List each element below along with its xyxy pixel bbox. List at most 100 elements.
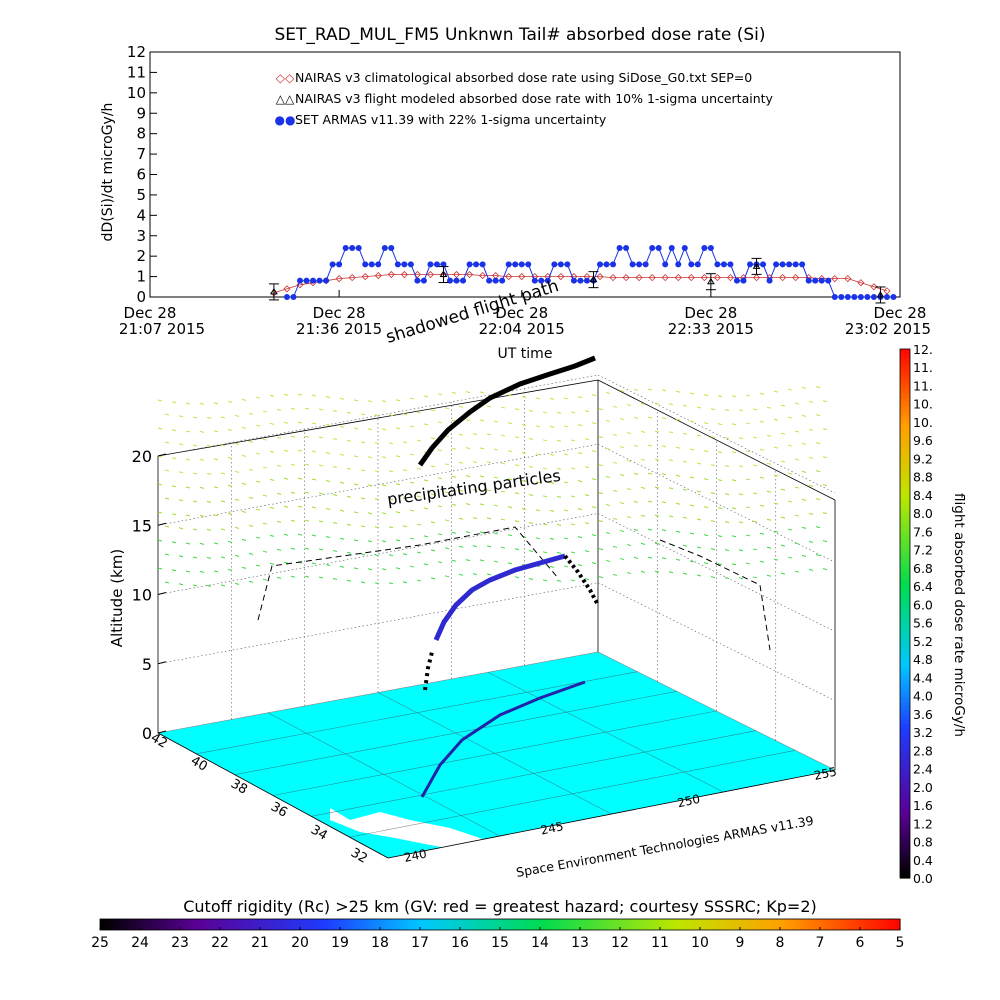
particle-tick bbox=[325, 563, 331, 566]
rigidity-cell bbox=[380, 919, 385, 930]
particle-tick bbox=[570, 495, 576, 498]
particle-tick bbox=[647, 528, 653, 531]
particle-tick bbox=[157, 539, 163, 542]
colorbar-cell bbox=[900, 829, 910, 835]
particle-tick bbox=[269, 562, 275, 565]
particle-tick bbox=[451, 531, 457, 534]
particle-tick bbox=[640, 430, 646, 433]
particle-tick bbox=[402, 553, 408, 556]
particle-tick bbox=[605, 475, 611, 478]
climatological-point bbox=[374, 271, 382, 280]
particle-tick bbox=[360, 525, 366, 528]
climatological-point bbox=[752, 274, 761, 282]
particle-tick bbox=[458, 489, 464, 492]
particle-tick bbox=[759, 392, 765, 395]
colorbar-tick-label: 9.6 bbox=[913, 433, 933, 448]
colorbar-tick-label: 11. bbox=[913, 360, 933, 375]
rigidity-cell bbox=[764, 919, 769, 930]
rigidity-cell bbox=[876, 919, 881, 930]
particle-tick bbox=[171, 569, 177, 572]
rigidity-tick-label: 24 bbox=[131, 935, 149, 951]
altitude-tick-label: 20 bbox=[132, 447, 152, 466]
particle-tick bbox=[773, 418, 779, 421]
rigidity-cell bbox=[208, 919, 213, 930]
rigidity-cell bbox=[292, 919, 297, 930]
particle-tick bbox=[598, 408, 604, 411]
rigidity-cell bbox=[104, 919, 109, 930]
particle-tick bbox=[822, 428, 828, 431]
particle-tick bbox=[752, 436, 758, 439]
particle-tick bbox=[458, 461, 464, 464]
climatological-point bbox=[557, 273, 565, 281]
colorbar-cell bbox=[900, 613, 910, 619]
particle-tick bbox=[276, 548, 282, 551]
particle-tick bbox=[346, 523, 352, 526]
armas-point bbox=[747, 261, 753, 268]
particle-tick bbox=[605, 391, 611, 394]
climatological-point bbox=[296, 281, 304, 289]
colorbar-tick-label: 4.8 bbox=[913, 652, 933, 667]
particle-tick bbox=[514, 408, 520, 411]
rigidity-cell bbox=[612, 919, 617, 930]
particle-tick bbox=[493, 420, 499, 423]
rigidity-tick-label: 6 bbox=[856, 935, 865, 951]
colorbar-cell bbox=[900, 353, 910, 359]
particle-tick bbox=[570, 411, 576, 414]
rigidity-cell bbox=[740, 919, 745, 930]
particle-tick bbox=[661, 417, 667, 420]
particle-tick bbox=[262, 578, 268, 581]
particle-tick bbox=[248, 552, 254, 555]
particle-tick bbox=[563, 537, 569, 540]
particle-tick bbox=[465, 475, 471, 478]
particle-tick bbox=[248, 524, 254, 527]
armas-point bbox=[316, 277, 323, 284]
particle-tick bbox=[395, 427, 401, 430]
particle-tick bbox=[262, 438, 268, 441]
particle-tick bbox=[290, 575, 296, 578]
particle-tick bbox=[647, 556, 653, 559]
particle-tick bbox=[500, 546, 506, 549]
colorbar-cell bbox=[900, 622, 910, 628]
particle-tick bbox=[164, 581, 170, 584]
particle-tick bbox=[381, 456, 387, 459]
armas-point bbox=[323, 277, 330, 284]
rigidity-cell bbox=[180, 919, 185, 930]
particle-tick bbox=[640, 458, 646, 461]
back-walls bbox=[157, 379, 836, 859]
particle-tick bbox=[619, 558, 625, 561]
particle-tick bbox=[213, 458, 219, 461]
armas-point bbox=[857, 294, 864, 300]
particle-tick bbox=[325, 507, 331, 510]
armas-point bbox=[786, 261, 793, 268]
particle-tick bbox=[675, 558, 681, 561]
armas-point bbox=[349, 245, 356, 251]
armas-point bbox=[883, 294, 890, 300]
particle-tick bbox=[507, 562, 513, 565]
rigidity-cell bbox=[204, 919, 209, 930]
rigidity-cell bbox=[540, 919, 545, 930]
modeled-point bbox=[439, 270, 448, 278]
particle-tick bbox=[822, 456, 828, 459]
colorbar-tick-label: 2.8 bbox=[913, 743, 933, 758]
rigidity-cell bbox=[336, 919, 341, 930]
rigidity-cell bbox=[760, 919, 765, 930]
armas-point bbox=[447, 277, 453, 284]
particle-tick bbox=[710, 436, 716, 439]
armas-point bbox=[512, 261, 519, 268]
particle-tick bbox=[248, 412, 254, 415]
colorbar-cell bbox=[900, 419, 910, 425]
colorbar-cell bbox=[900, 481, 910, 487]
particle-tick bbox=[745, 562, 751, 565]
particle-tick bbox=[682, 516, 688, 519]
particle-tick bbox=[556, 467, 562, 470]
rigidity-cell bbox=[888, 919, 893, 930]
rigidity-cell bbox=[560, 919, 565, 930]
rigidity-cell bbox=[368, 919, 373, 930]
particle-tick bbox=[164, 441, 170, 444]
rigidity-cell bbox=[672, 919, 677, 930]
particle-tick bbox=[787, 500, 793, 503]
particle-tick bbox=[787, 388, 793, 391]
x-tick-label-time: 21:07 2015 bbox=[119, 320, 205, 338]
particle-tick bbox=[437, 505, 443, 508]
